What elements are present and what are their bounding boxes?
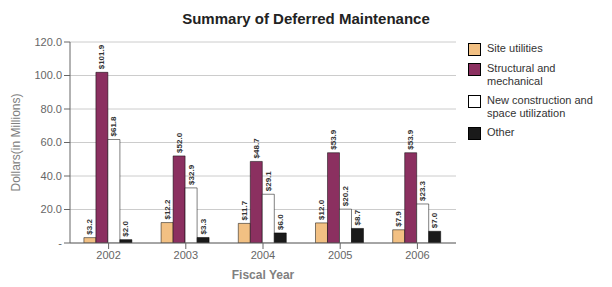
- svg-text:$2.0: $2.0: [121, 221, 130, 237]
- svg-text:$20.2: $20.2: [341, 186, 350, 207]
- svg-text:60.0: 60.0: [41, 136, 62, 148]
- html-text:New construction and: New construction and: [487, 94, 593, 106]
- svg-text:$8.7: $8.7: [353, 209, 362, 225]
- svg-text:$53.9: $53.9: [329, 129, 338, 150]
- svg-text:$29.1: $29.1: [264, 171, 273, 192]
- html-text:Other: Other: [487, 126, 515, 138]
- svg-text:$11.7: $11.7: [240, 200, 249, 220]
- svg-text:$23.3: $23.3: [418, 180, 427, 201]
- svg-text:-: -: [58, 237, 62, 249]
- svg-text:100.0: 100.0: [34, 69, 62, 81]
- svg-text:$32.9: $32.9: [187, 164, 196, 185]
- html-text:Summary of Deferred Maintenanc: Summary of Deferred Maintenance: [182, 10, 430, 27]
- svg-text:$12.0: $12.0: [317, 199, 326, 220]
- svg-text:Fiscal Year: Fiscal Year: [232, 268, 295, 279]
- html-text:space utilization: space utilization: [487, 107, 566, 119]
- svg-text:2002: 2002: [96, 249, 120, 261]
- svg-text:$48.7: $48.7: [252, 138, 261, 159]
- html-text:Structural and: Structural and: [487, 62, 556, 74]
- svg-text:2006: 2006: [405, 249, 429, 261]
- svg-text:20.0: 20.0: [41, 203, 62, 215]
- svg-text:$3.2: $3.2: [85, 219, 94, 235]
- svg-text:$7.9: $7.9: [394, 211, 403, 227]
- svg-text:$6.0: $6.0: [276, 214, 285, 230]
- svg-text:$3.3: $3.3: [199, 218, 208, 234]
- svg-text:120.0: 120.0: [34, 36, 62, 48]
- svg-text:$53.9: $53.9: [406, 129, 415, 150]
- svg-text:40.0: 40.0: [41, 170, 62, 182]
- svg-text:80.0: 80.0: [41, 103, 62, 115]
- html-text:mechanical: mechanical: [487, 75, 543, 87]
- svg-text:2005: 2005: [328, 249, 352, 261]
- svg-text:2003: 2003: [174, 249, 198, 261]
- svg-text:$12.2: $12.2: [163, 199, 172, 220]
- svg-text:Dollars(in Millions): Dollars(in Millions): [9, 93, 23, 191]
- svg-text:$61.8: $61.8: [109, 116, 118, 137]
- html-text:Site utilities: Site utilities: [487, 42, 543, 54]
- svg-text:$7.0: $7.0: [430, 212, 439, 228]
- svg-text:$101.9: $101.9: [97, 44, 106, 69]
- svg-text:2004: 2004: [251, 249, 275, 261]
- svg-text:$52.0: $52.0: [175, 132, 184, 153]
